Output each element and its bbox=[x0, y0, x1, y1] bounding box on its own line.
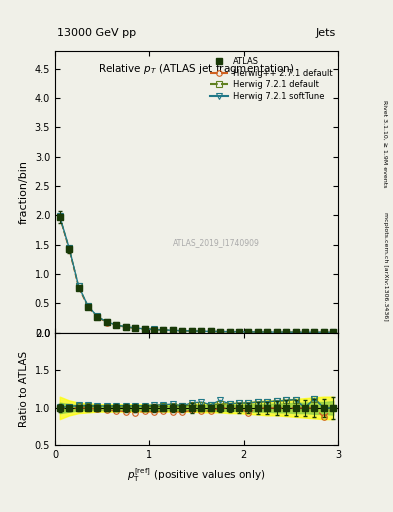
Legend: ATLAS, Herwig++ 2.7.1 default, Herwig 7.2.1 default, Herwig 7.2.1 softTune: ATLAS, Herwig++ 2.7.1 default, Herwig 7.… bbox=[208, 55, 334, 102]
Text: ATLAS_2019_I1740909: ATLAS_2019_I1740909 bbox=[173, 238, 260, 247]
X-axis label: $p_{\rm T}^{\rm [ref]}$ (positive values only): $p_{\rm T}^{\rm [ref]}$ (positive values… bbox=[127, 466, 266, 484]
Text: 13000 GeV pp: 13000 GeV pp bbox=[57, 28, 136, 38]
Text: Jets: Jets bbox=[316, 28, 336, 38]
Y-axis label: fraction/bin: fraction/bin bbox=[19, 160, 29, 224]
Text: mcplots.cern.ch [arXiv:1306.3436]: mcplots.cern.ch [arXiv:1306.3436] bbox=[383, 212, 387, 321]
Text: Rivet 3.1.10, ≥ 1.9M events: Rivet 3.1.10, ≥ 1.9M events bbox=[383, 100, 387, 187]
Y-axis label: Ratio to ATLAS: Ratio to ATLAS bbox=[19, 351, 29, 427]
Text: Relative $p_{T}$ (ATLAS jet fragmentation): Relative $p_{T}$ (ATLAS jet fragmentatio… bbox=[98, 62, 295, 76]
